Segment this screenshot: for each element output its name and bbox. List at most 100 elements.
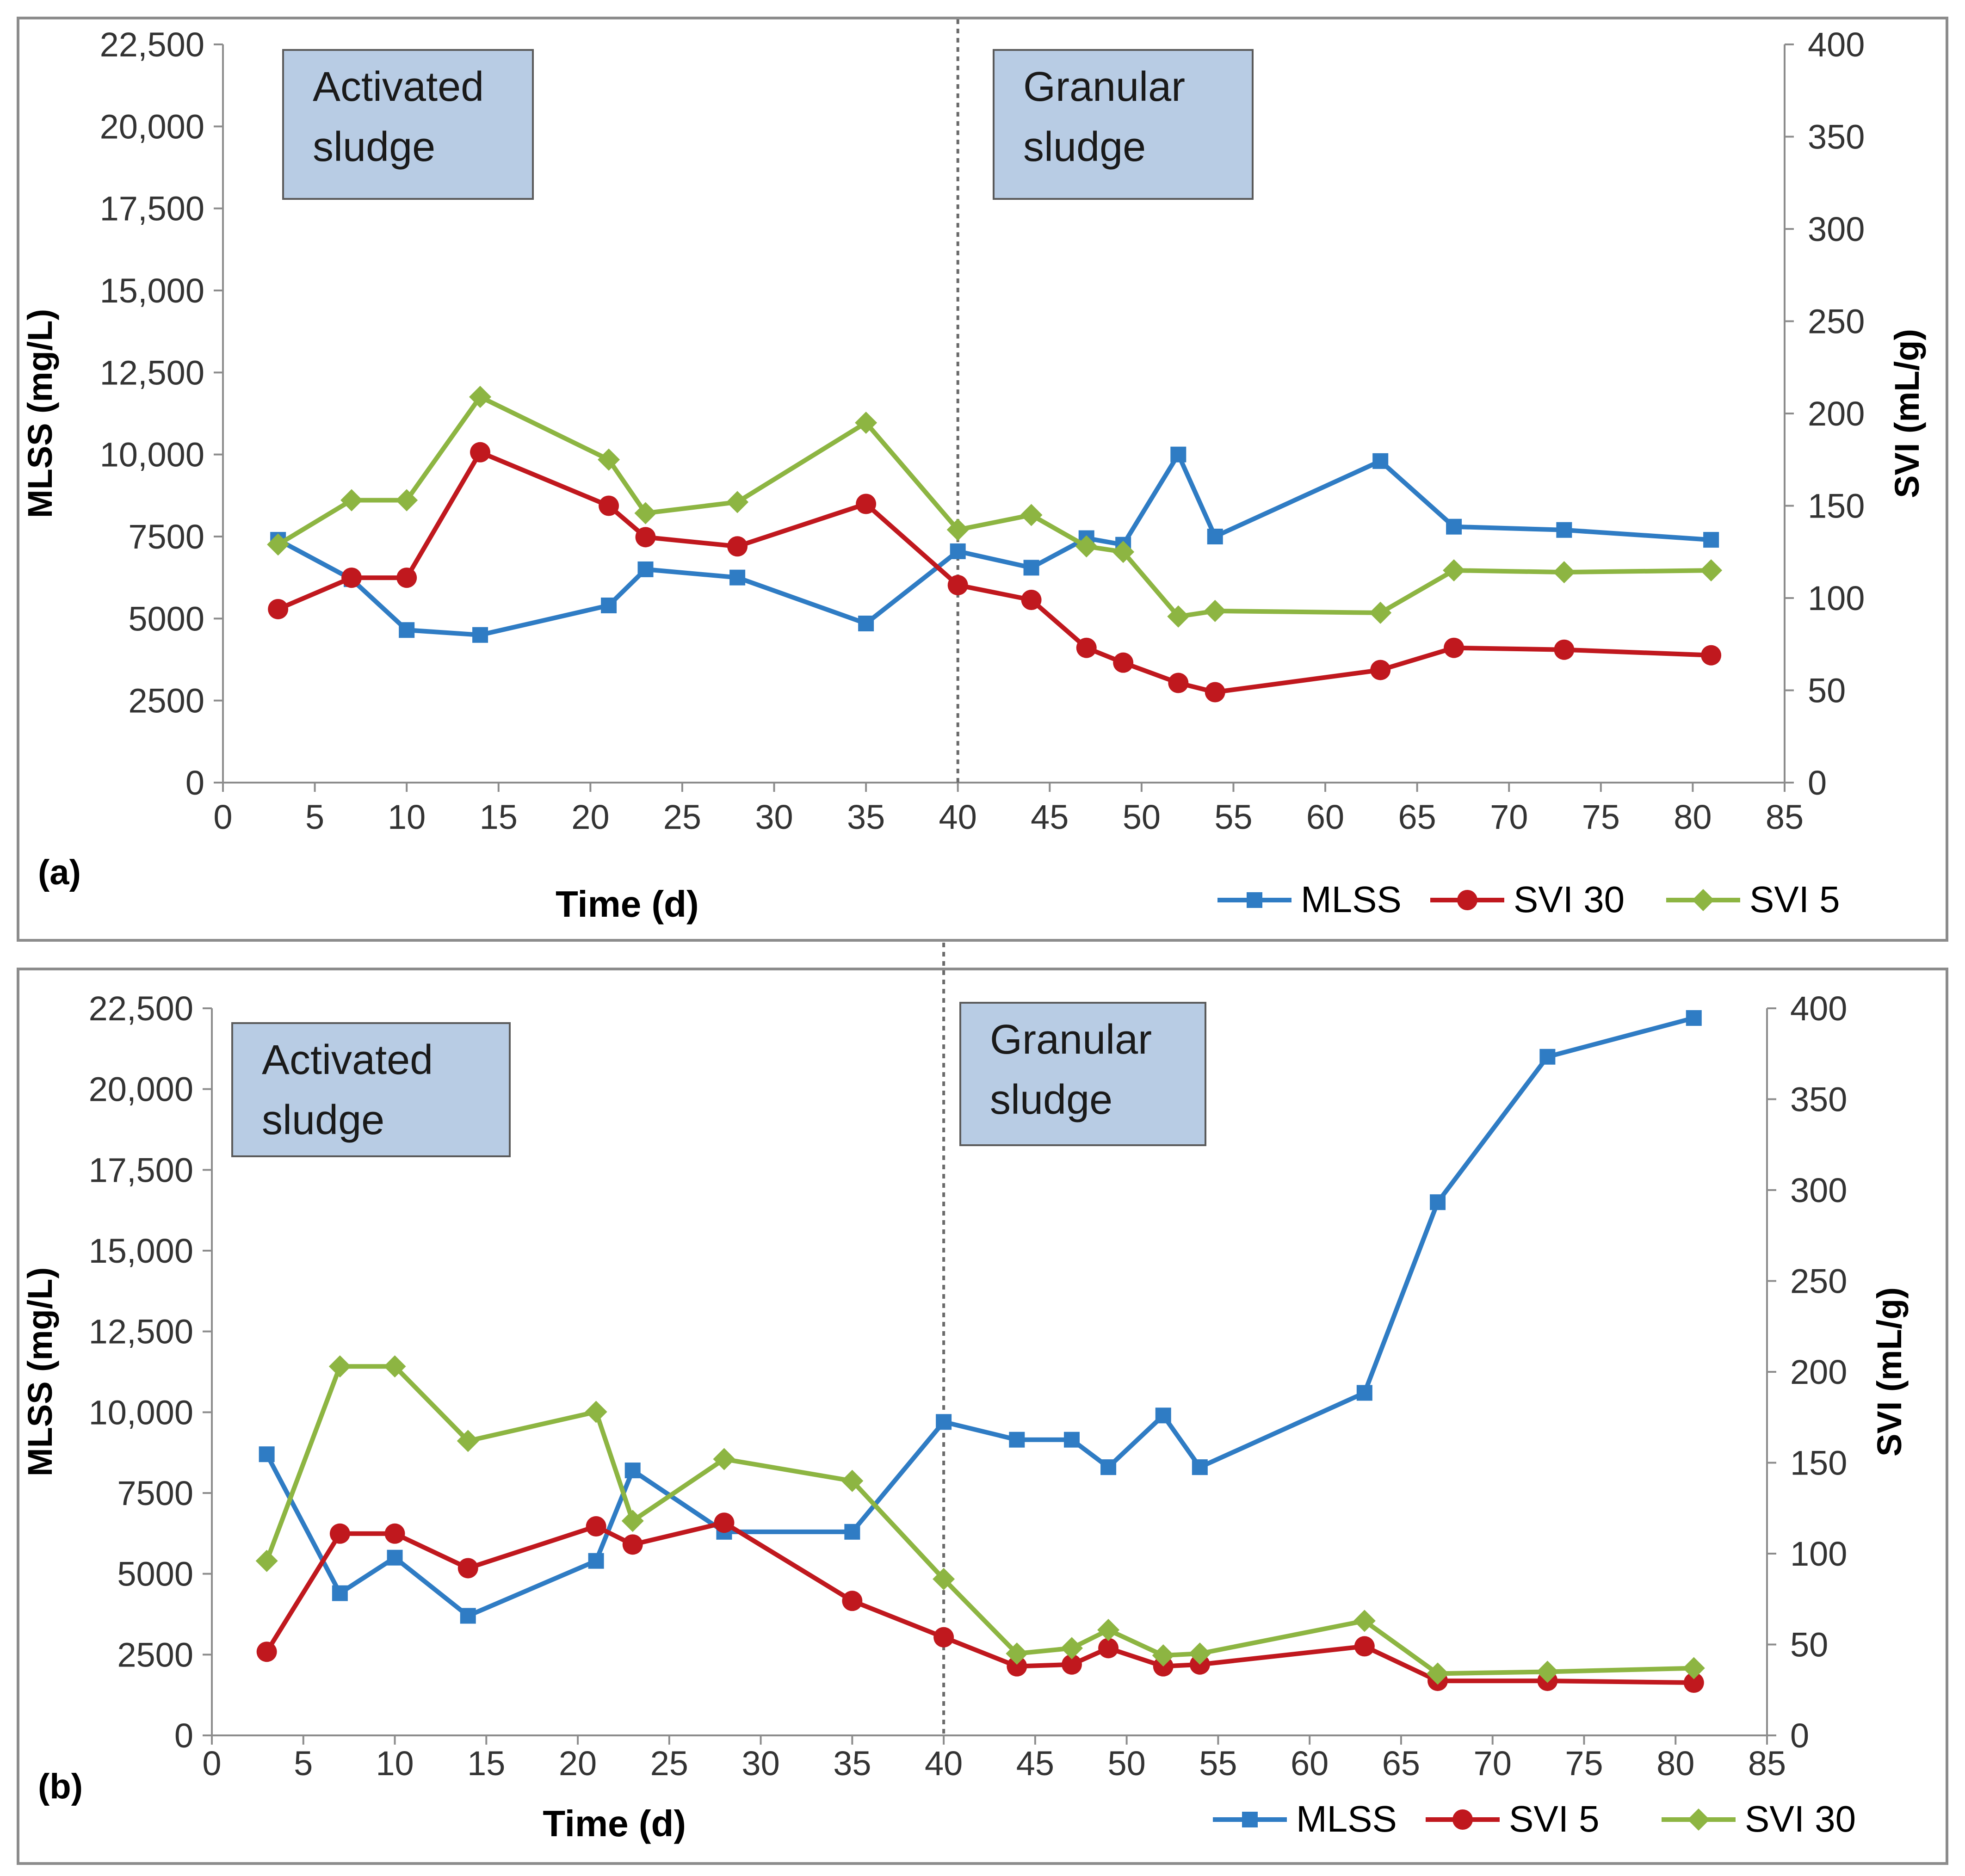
chart-a-data-point — [1446, 518, 1462, 535]
chart-a-data-point — [1556, 522, 1572, 538]
chart-a-data-point — [1207, 529, 1223, 544]
chart-b-legend-item: SVI 5 — [1426, 1798, 1600, 1839]
chart-b-data-point — [1060, 1637, 1083, 1660]
chart-b-data-point — [329, 1523, 350, 1544]
chart-b-x-tick-label: 5 — [294, 1744, 313, 1783]
chart-a-data-point — [1703, 532, 1719, 548]
chart-b-data-point — [383, 1355, 406, 1378]
chart-b-data-point — [460, 1608, 476, 1624]
chart-b-data-point — [842, 1591, 863, 1611]
chart-a-x-ticks: 0 5 10 15 20 25 30 35 40 45 50 55 60 65 70 75 80 85 — [213, 783, 1804, 836]
chart-b-data-point — [1061, 1654, 1082, 1675]
chart-b-data-point — [255, 1549, 278, 1572]
chart-b-x-tick-label: 70 — [1474, 1744, 1512, 1783]
chart-a-data-point — [727, 536, 748, 557]
chart-a-y-left-tick-label: 15,000 — [100, 272, 204, 310]
chart-b-data-point — [933, 1627, 954, 1648]
chart-a-data-point — [1075, 535, 1098, 558]
chart-a-y-left-tick-label: 12,500 — [100, 353, 204, 392]
chart-a-data-point — [637, 561, 654, 577]
chart-a-x-tick-label: 65 — [1398, 798, 1436, 836]
chart-a-data-point — [341, 568, 362, 588]
chart-b-region-box-text: Granular — [990, 1017, 1152, 1063]
chart-a-series-svi-5 — [267, 386, 1723, 628]
chart-a-legend-swatch-marker — [1247, 892, 1262, 908]
chart-a-x-tick-label: 40 — [939, 798, 977, 836]
chart-a-region-box-text: sludge — [313, 124, 435, 170]
chart-b-legend-swatch-marker — [1242, 1812, 1258, 1827]
chart-b-data-point — [259, 1446, 275, 1463]
chart-a-y-right-tick-label: 0 — [1808, 764, 1827, 802]
chart-b-x-tick-label: 20 — [559, 1744, 597, 1783]
chart-panel-b: 0 5 10 15 20 25 30 35 40 45 50 55 60 65 70 75 80 85 0 2500 5… — [17, 943, 1948, 1865]
chart-a-y-right-tick-label: 300 — [1808, 210, 1865, 248]
chart-b-region-box-text: sludge — [990, 1077, 1112, 1123]
chart-a-legend: MLSS SVI 30 SVI 5 — [1217, 879, 1840, 920]
chart-b-data-point — [624, 1463, 641, 1479]
chart-a-data-point — [395, 489, 418, 512]
chart-a-granular-sludge-box: Granular sludge — [993, 49, 1254, 200]
chart-a-y-right-tick-label: 50 — [1808, 672, 1846, 710]
chart-b-data-point — [1063, 1432, 1080, 1448]
chart-b-data-point — [1353, 1610, 1376, 1632]
chart-b-y-left-tick-label: 20,000 — [89, 1070, 193, 1109]
chart-a-data-point — [469, 386, 492, 408]
chart-a-data-point — [855, 411, 877, 434]
chart-a-y-left-tick-label: 5000 — [128, 599, 204, 638]
chart-b-data-point — [1356, 1385, 1372, 1401]
chart-a-legend-label: SVI 5 — [1749, 879, 1840, 920]
chart-a-series-line — [277, 452, 1712, 637]
chart-a-region-box-rect — [993, 49, 1254, 200]
chart-b-panel-label: (b) — [38, 1767, 83, 1806]
chart-a-data-point — [599, 495, 619, 516]
chart-b-data-point — [1188, 1642, 1211, 1665]
chart-b-series-line — [265, 1520, 1694, 1685]
chart-a-x-tick-label: 50 — [1123, 798, 1161, 836]
chart-b-granular-sludge-box: Granular sludge — [959, 1002, 1206, 1146]
chart-a-data-point — [1205, 682, 1225, 703]
chart-a-region-box-text: Granular — [1023, 64, 1185, 110]
chart-a-x-tick-label: 10 — [388, 798, 426, 836]
chart-a-y-left-tick-label: 10,000 — [100, 436, 204, 474]
chart-a-data-point — [399, 622, 415, 638]
chart-b-data-point — [256, 1642, 277, 1662]
chart-b-y-right-tick-label: 400 — [1790, 989, 1847, 1028]
chart-b-x-tick-label: 35 — [833, 1744, 871, 1783]
chart-a-data-point — [1167, 605, 1190, 628]
chart-a-series-svi-30 — [268, 442, 1722, 703]
chart-a-legend-label: MLSS — [1301, 879, 1402, 920]
chart-a-data-point — [1021, 589, 1042, 610]
chart-b-region-box-rect — [231, 1022, 511, 1157]
chart-a-y-right-ticks: 0 50 100 150 200 250 300 350 400 — [1785, 25, 1865, 802]
chart-a-data-point — [1204, 599, 1226, 622]
chart-a-data-point — [1020, 504, 1043, 526]
chart-a-data-point — [1444, 637, 1464, 658]
chart-a-x-axis-title: Time (d) — [556, 883, 699, 925]
chart-b-y-left-axis-title: MLSS (mg/L) — [21, 1267, 59, 1476]
chart-b-y-right-axis-title: SVI (mL/g) — [1870, 1287, 1909, 1456]
chart-b-y-right-tick-label: 250 — [1790, 1262, 1847, 1301]
chart-a-data-point — [1700, 559, 1723, 582]
chart-b-data-point — [1100, 1459, 1117, 1475]
chart-a-legend-item: MLSS — [1217, 879, 1402, 920]
chart-b-legend-label: MLSS — [1296, 1798, 1397, 1839]
chart-a-data-point — [1369, 601, 1392, 624]
chart-a-x-tick-label: 0 — [213, 798, 232, 836]
chart-b-data-point — [622, 1534, 643, 1555]
chart-a-legend-item: SVI 5 — [1666, 879, 1840, 920]
chart-a-svg: 0 5 10 15 20 25 30 35 40 45 50 55 60 65 70 75 80 85025005… — [21, 19, 1926, 925]
chart-b-y-left-tick-label: 10,000 — [89, 1393, 193, 1432]
chart-b-y-right-tick-label: 350 — [1790, 1080, 1847, 1119]
chart-a-data-point — [470, 442, 491, 463]
chart-b-legend: MLSS SVI 5 SVI 30 — [1213, 1798, 1856, 1839]
chart-a-x-tick-label: 20 — [571, 798, 609, 836]
chart-b-data-point — [1192, 1459, 1208, 1475]
chart-b-data-point — [457, 1558, 478, 1579]
chart-a-series-line — [277, 450, 1712, 695]
chart-a-region-box-rect — [282, 49, 534, 200]
chart-b-data-point — [328, 1355, 351, 1378]
chart-b-data-point — [1683, 1672, 1704, 1693]
chart-a-data-point — [601, 597, 617, 613]
chart-b-data-point — [1006, 1642, 1028, 1665]
chart-b-data-point — [1098, 1638, 1119, 1659]
